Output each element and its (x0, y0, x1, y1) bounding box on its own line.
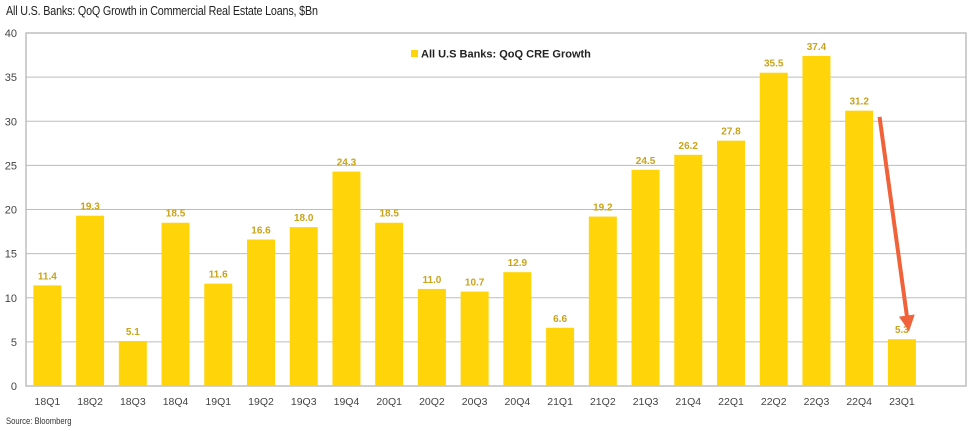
bar-19Q2 (247, 239, 275, 386)
bar-21Q3 (631, 169, 660, 386)
down-arrow-icon (877, 116, 915, 332)
x-tick-label: 20Q2 (419, 396, 445, 408)
data-labels: 11.4 19.3 5.1 18.5 11.6 16.6 18.0 24.3 18.5 11.0 1… (38, 42, 909, 338)
data-label-18Q1: 11.4 (38, 271, 57, 282)
bar-20Q3 (460, 291, 489, 386)
bar-18Q4 (161, 222, 190, 386)
x-tick-label: 23Q1 (889, 396, 915, 408)
bar-22Q1 (717, 140, 745, 386)
source-note: Source: Bloomberg (6, 416, 72, 426)
y-tick-label: 25 (5, 160, 17, 172)
bar-21Q2 (588, 216, 617, 386)
bar-23Q1 (887, 339, 916, 386)
data-label-18Q3: 5.1 (126, 327, 140, 338)
bar-18Q1 (33, 285, 62, 386)
data-label-22Q3: 37.4 (807, 42, 827, 53)
data-label-22Q2: 35.5 (764, 59, 784, 70)
data-label-21Q3: 24.5 (636, 156, 656, 167)
data-label-18Q2: 19.3 (80, 202, 100, 213)
x-tick-label: 18Q4 (163, 396, 189, 408)
data-label-19Q1: 11.6 (209, 270, 228, 281)
bar-22Q4 (845, 110, 874, 386)
bar-20Q1 (375, 222, 404, 386)
x-tick-label: 18Q3 (120, 396, 146, 408)
x-tick-label: 19Q2 (248, 396, 274, 408)
bar-19Q3 (289, 227, 318, 386)
x-tick-label: 18Q1 (35, 396, 61, 408)
data-label-20Q2: 11.0 (422, 275, 441, 286)
x-tick-label: 19Q3 (291, 396, 317, 408)
bar-19Q4 (332, 171, 361, 386)
x-tick-label: 22Q3 (804, 396, 830, 408)
data-label-23Q1: 5.3 (895, 325, 909, 336)
data-label-21Q1: 6.6 (553, 314, 567, 325)
y-axis-ticks: 0 5 10 15 20 25 30 35 40 (5, 28, 17, 393)
y-tick-label: 30 (5, 116, 17, 128)
data-label-22Q1: 27.8 (721, 127, 741, 138)
y-tick-label: 35 (5, 72, 17, 84)
data-label-20Q3: 10.7 (465, 278, 485, 289)
plot-area-frame (25, 32, 967, 387)
bar-20Q2 (417, 288, 446, 386)
plot-frame (25, 32, 967, 387)
legend-label: All U.S Banks: QoQ CRE Growth (421, 49, 591, 61)
chart-title: All U.S. Banks: QoQ Growth in Commercial… (6, 4, 318, 18)
x-tick-label: 20Q1 (376, 396, 402, 408)
x-tick-label: 21Q3 (633, 396, 659, 408)
data-label-19Q4: 24.3 (337, 158, 357, 169)
x-axis-ticks: 18Q1 18Q2 18Q3 18Q4 19Q1 19Q2 19Q3 19Q4 20Q1 20Q2… (35, 396, 915, 408)
bar-22Q2 (759, 72, 788, 387)
x-tick-label: 20Q3 (462, 396, 488, 408)
x-tick-label: 21Q2 (590, 396, 616, 408)
x-tick-label: 22Q1 (718, 396, 744, 408)
bar-21Q4 (674, 154, 703, 386)
x-tick-label: 20Q4 (505, 396, 531, 408)
annotations (877, 116, 915, 332)
x-tick-label: 21Q4 (675, 396, 701, 408)
x-tick-label: 18Q2 (77, 396, 103, 408)
legend: All U.S Banks: QoQ CRE Growth (411, 49, 591, 61)
data-label-19Q2: 16.6 (251, 226, 271, 237)
y-tick-label: 5 (11, 337, 17, 349)
y-tick-label: 40 (5, 28, 17, 40)
x-tick-label: 22Q4 (846, 396, 872, 408)
x-tick-label: 21Q1 (547, 396, 573, 408)
y-tick-label: 0 (11, 381, 17, 393)
bar-21Q1 (546, 327, 575, 386)
bar-20Q4 (503, 272, 532, 386)
bar-18Q3 (118, 340, 147, 386)
x-tick-label: 19Q1 (205, 396, 231, 408)
data-label-20Q1: 18.5 (379, 209, 399, 220)
data-label-19Q3: 18.0 (294, 213, 314, 224)
y-tick-label: 15 (5, 249, 17, 261)
data-label-20Q4: 12.9 (508, 258, 528, 269)
y-tick-label: 20 (5, 205, 17, 217)
legend-swatch (411, 50, 418, 57)
x-tick-label: 19Q4 (334, 396, 360, 408)
x-tick-label: 22Q2 (761, 396, 787, 408)
bar-18Q2 (76, 215, 105, 386)
data-label-21Q2: 19.2 (593, 203, 613, 214)
data-label-21Q4: 26.2 (679, 141, 699, 152)
y-tick-label: 10 (5, 293, 17, 305)
data-label-22Q4: 31.2 (849, 97, 869, 108)
bar-22Q3 (802, 55, 831, 386)
bar-19Q1 (204, 283, 233, 386)
data-label-18Q4: 18.5 (166, 209, 186, 220)
bars (33, 55, 916, 387)
